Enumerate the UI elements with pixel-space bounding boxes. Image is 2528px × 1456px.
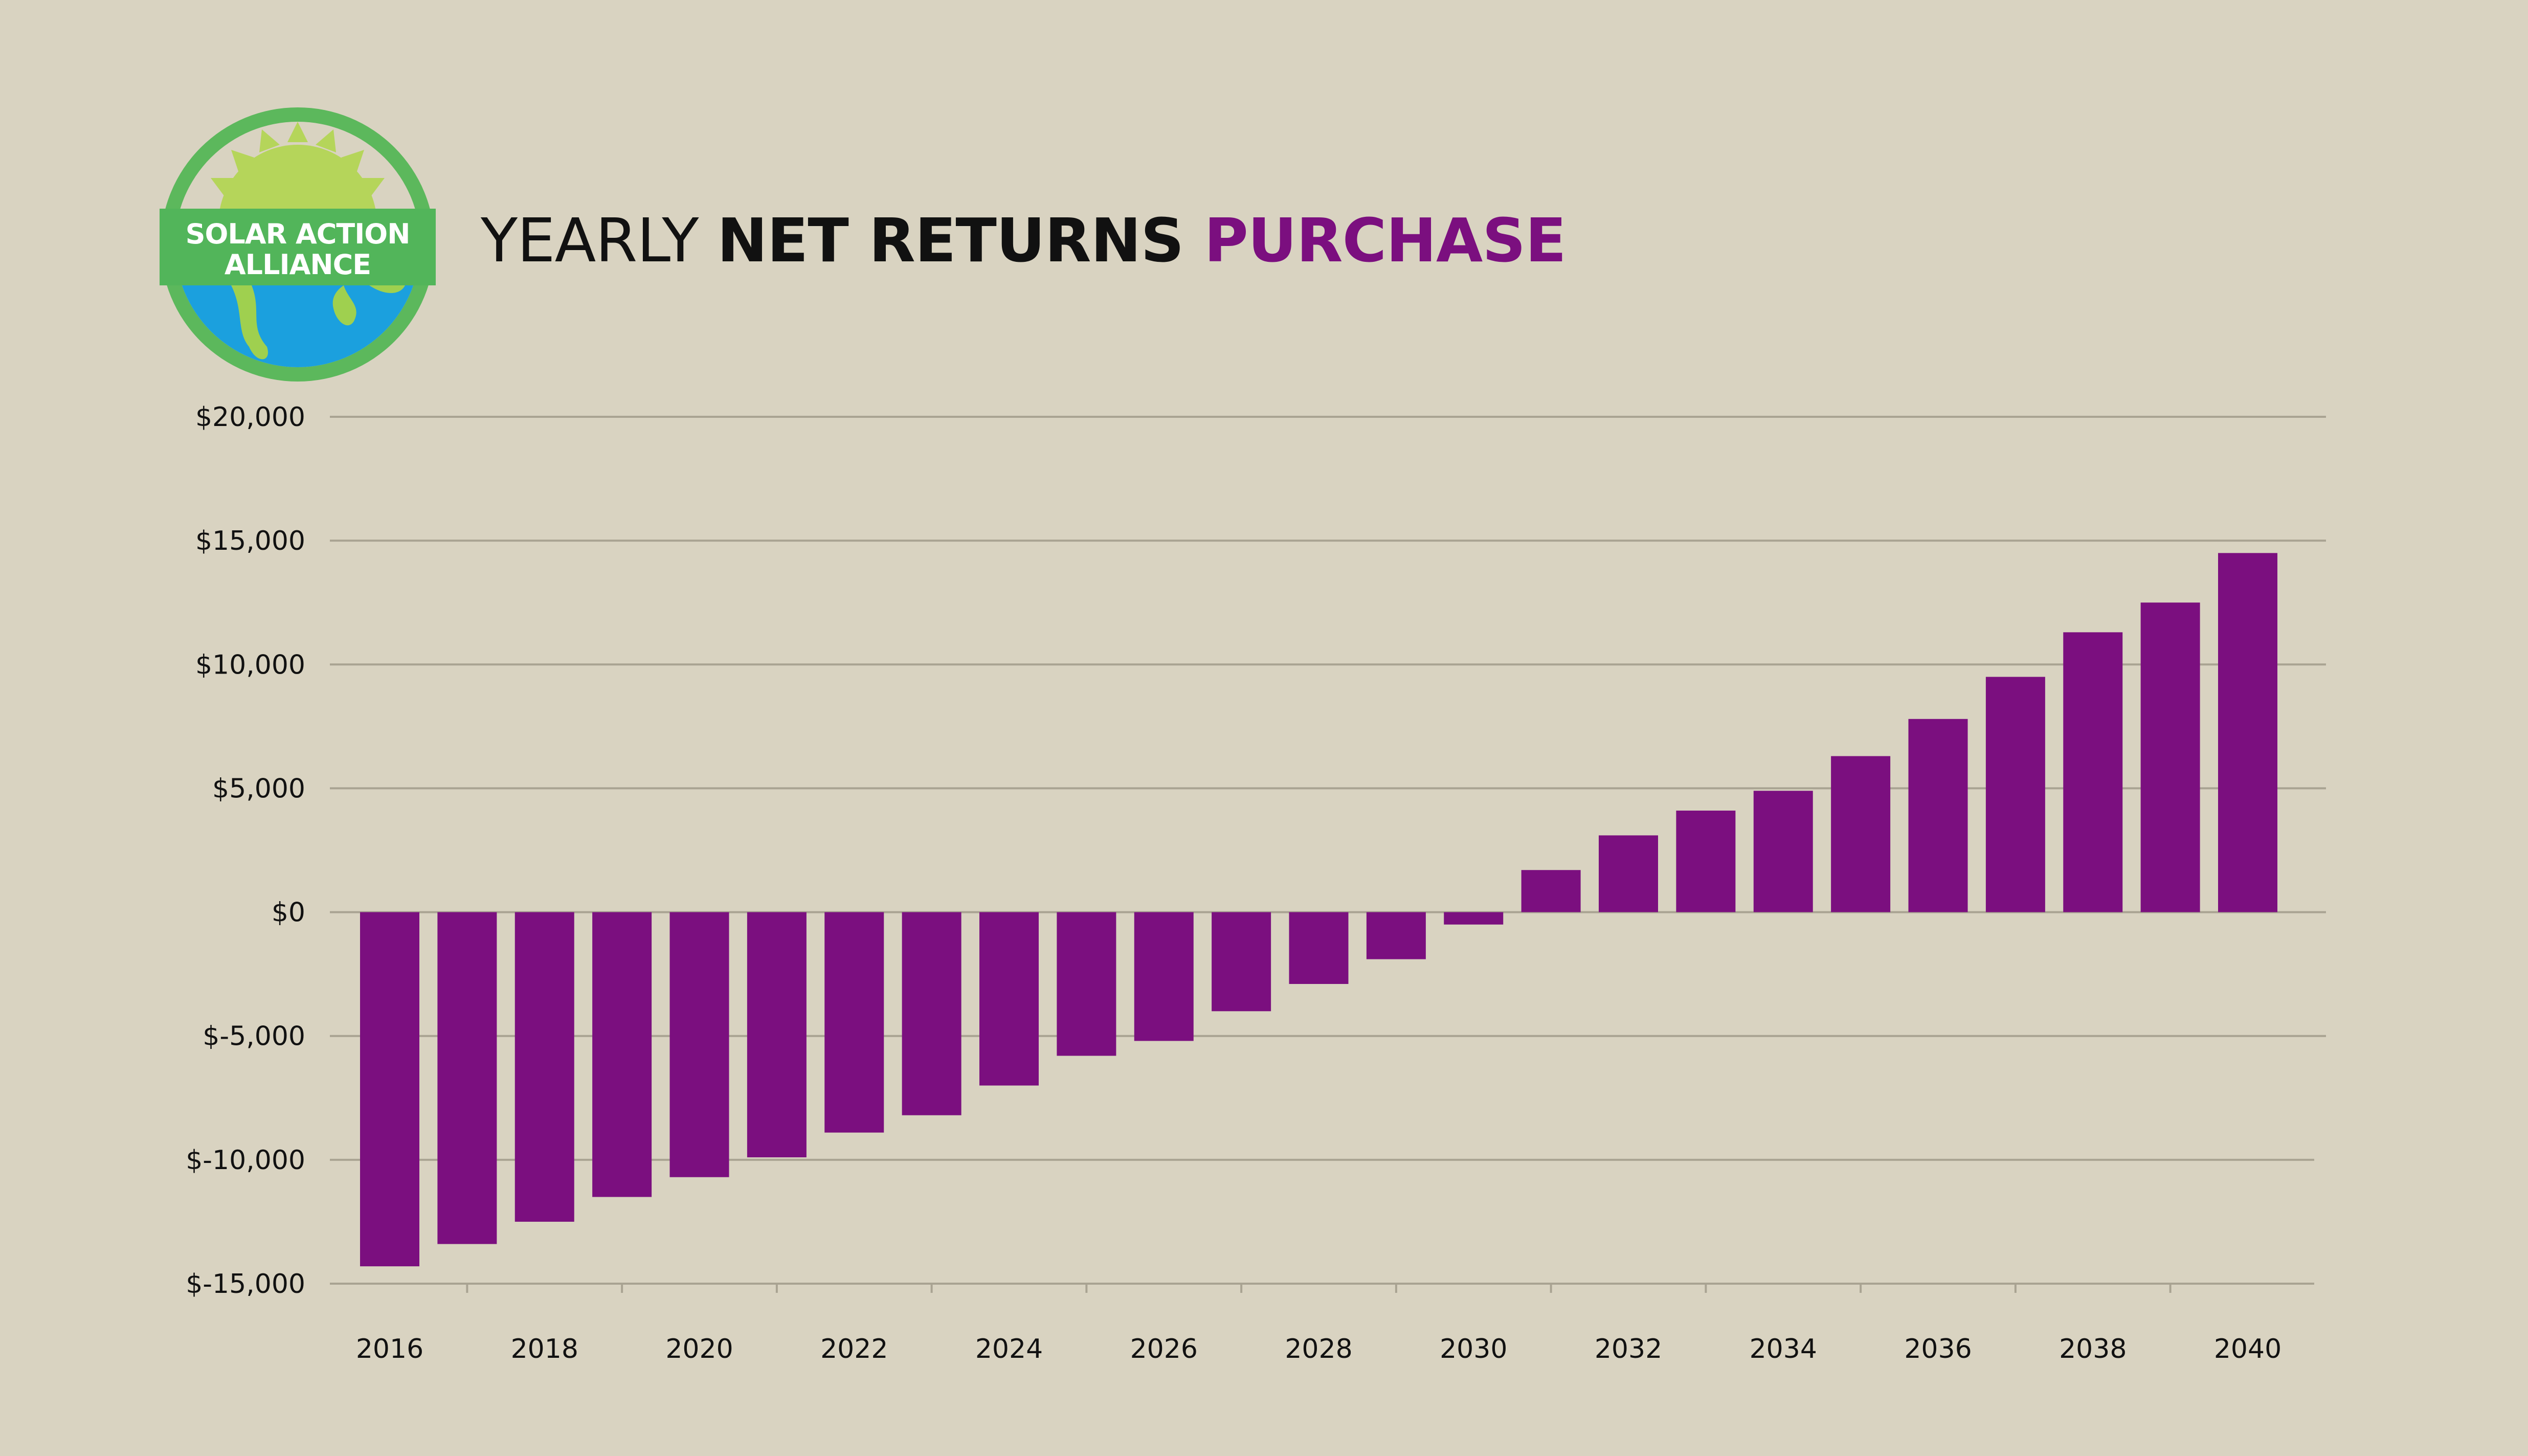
x-tick-label: 2020 xyxy=(665,1334,733,1364)
bar-2031 xyxy=(1521,870,1581,912)
bar-2027 xyxy=(1212,912,1271,1012)
bar-2038 xyxy=(2063,632,2123,912)
bar-2019 xyxy=(592,912,652,1197)
bar-2037 xyxy=(1985,677,2045,912)
x-tick-label: 2022 xyxy=(820,1334,888,1364)
bar-2024 xyxy=(979,912,1039,1086)
logo-line1: SOLAR ACTION xyxy=(186,218,410,250)
y-tick-label: $0 xyxy=(272,898,305,928)
y-tick-label: $-10,000 xyxy=(186,1145,305,1176)
y-axis-labels: $20,000 $15,000 $10,000 $5,000 $0 $-5,000 $-10… xyxy=(186,402,305,1300)
bar-2036 xyxy=(1908,719,1968,912)
bar-2021 xyxy=(747,912,807,1158)
y-tick-label: $15,000 xyxy=(195,526,305,556)
x-tick-label: 2028 xyxy=(1285,1334,1352,1364)
title-part-yearly: YEARLY xyxy=(481,205,718,276)
bar-2018 xyxy=(514,912,574,1222)
bar-2026 xyxy=(1134,912,1194,1041)
logo-banner xyxy=(160,209,436,285)
bar-2017 xyxy=(437,912,497,1244)
solar-action-alliance-logo: SOLAR ACTION ALLIANCE xyxy=(160,107,436,382)
x-tick-label: 2018 xyxy=(511,1334,578,1364)
x-tick-label: 2024 xyxy=(975,1334,1043,1364)
x-tick-label: 2034 xyxy=(1750,1334,1817,1364)
bar-2023 xyxy=(902,912,961,1115)
bar-2020 xyxy=(669,912,729,1177)
x-tick-label: 2026 xyxy=(1130,1334,1198,1364)
y-tick-label: $20,000 xyxy=(195,402,305,433)
bar-2034 xyxy=(1753,791,1813,912)
bar-2035 xyxy=(1831,756,1891,912)
gridlines xyxy=(330,416,2326,1285)
x-tick-label: 2036 xyxy=(1904,1334,1972,1364)
x-tick-label: 2040 xyxy=(2214,1334,2281,1364)
bar-2039 xyxy=(2140,602,2200,912)
bar-2033 xyxy=(1676,811,1736,912)
title-part-purchase: PURCHASE xyxy=(1204,205,1566,276)
bar-2025 xyxy=(1057,912,1116,1056)
bar-2028 xyxy=(1289,912,1349,984)
x-tick-label: 2038 xyxy=(2059,1334,2127,1364)
chart-title: YEARLY NET RETURNS PURCHASE xyxy=(481,202,1567,279)
bar-2030 xyxy=(1444,912,1504,925)
logo-line2: ALLIANCE xyxy=(225,249,371,281)
x-tick-label: 2030 xyxy=(1440,1334,1507,1364)
y-tick-label: $-15,000 xyxy=(186,1269,305,1300)
bar-2040 xyxy=(2218,553,2277,912)
x-tick-label: 2016 xyxy=(356,1334,423,1364)
bar-2022 xyxy=(824,912,884,1133)
y-tick-label: $10,000 xyxy=(195,649,305,680)
bar-2032 xyxy=(1599,835,1658,912)
title-part-net-returns: NET RETURNS xyxy=(717,205,1204,276)
bar-2016 xyxy=(360,912,419,1267)
bar-2029 xyxy=(1366,912,1426,959)
bars xyxy=(360,553,2277,1267)
x-tick-label: 2032 xyxy=(1595,1334,1662,1364)
y-tick-label: $-5,000 xyxy=(203,1021,305,1052)
y-tick-label: $5,000 xyxy=(212,773,305,804)
x-axis: 2016 2018 2020 2022 2024 2026 2028 2030 2032 2034… xyxy=(356,1284,2281,1364)
